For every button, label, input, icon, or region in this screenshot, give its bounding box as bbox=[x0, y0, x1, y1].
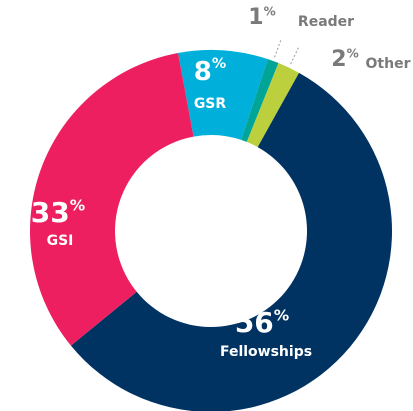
value-label: 56% bbox=[235, 306, 289, 339]
donut-slice bbox=[29, 53, 194, 346]
leader-line bbox=[274, 40, 282, 58]
donut-slice bbox=[178, 50, 268, 140]
donut-slice bbox=[246, 63, 300, 148]
value-label: 2% bbox=[331, 46, 358, 72]
donut-slice bbox=[70, 72, 392, 411]
donut-slice bbox=[241, 59, 279, 142]
category-label: Reader bbox=[298, 14, 354, 30]
category-label: GSI bbox=[47, 233, 74, 249]
leader-line bbox=[290, 47, 299, 65]
category-label: GSR bbox=[194, 96, 227, 112]
value-label: 8% bbox=[194, 56, 226, 86]
category-label: Other bbox=[366, 56, 411, 72]
category-label: Fellowships bbox=[220, 344, 312, 360]
value-label: 1% bbox=[248, 4, 275, 30]
value-label: 33% bbox=[31, 196, 85, 229]
